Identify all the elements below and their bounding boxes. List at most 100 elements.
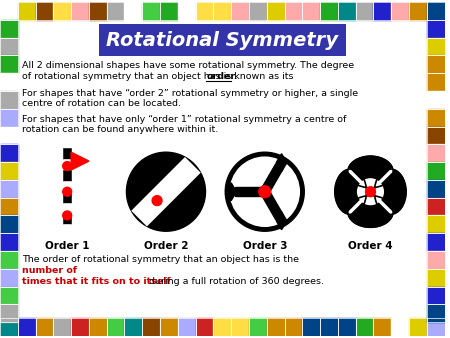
Text: For shapes that have only “order 1” rotational symmetry a centre of
rotation can: For shapes that have only “order 1” rota… xyxy=(22,115,346,134)
Bar xyxy=(0,287,18,304)
Bar xyxy=(427,109,445,126)
Bar xyxy=(196,2,213,20)
Circle shape xyxy=(365,187,375,197)
Bar xyxy=(302,2,320,20)
Text: number of: number of xyxy=(22,266,77,275)
Bar xyxy=(427,233,445,251)
Bar xyxy=(427,269,445,287)
Circle shape xyxy=(63,211,72,220)
Bar xyxy=(0,162,18,180)
Bar xyxy=(213,318,231,336)
Bar xyxy=(89,318,107,336)
Bar xyxy=(302,2,320,20)
Bar xyxy=(89,318,107,336)
Bar xyxy=(427,251,445,269)
Bar xyxy=(267,2,284,20)
Bar xyxy=(391,2,409,20)
Ellipse shape xyxy=(348,196,393,227)
Bar xyxy=(142,318,160,336)
Bar xyxy=(0,269,18,287)
Bar xyxy=(0,91,18,109)
Text: Rotational Symmetry: Rotational Symmetry xyxy=(106,30,338,50)
Ellipse shape xyxy=(374,169,406,214)
Bar xyxy=(427,198,445,215)
Bar xyxy=(54,2,71,20)
Bar xyxy=(231,2,249,20)
Bar xyxy=(231,318,249,336)
Polygon shape xyxy=(262,191,284,220)
Bar xyxy=(409,318,427,336)
Polygon shape xyxy=(235,187,263,196)
Bar xyxy=(356,318,373,336)
Bar xyxy=(427,304,445,322)
Circle shape xyxy=(63,162,72,170)
Bar xyxy=(178,318,196,336)
Circle shape xyxy=(230,157,299,226)
Bar xyxy=(196,318,213,336)
Bar xyxy=(0,233,18,251)
Bar xyxy=(89,2,107,20)
Bar xyxy=(320,318,338,336)
Bar xyxy=(427,91,445,109)
Bar xyxy=(338,2,356,20)
Text: Order 1: Order 1 xyxy=(45,241,90,251)
Bar xyxy=(0,38,18,55)
Bar xyxy=(427,287,445,304)
Bar xyxy=(427,215,445,233)
Bar xyxy=(391,318,409,336)
Bar xyxy=(0,73,18,91)
Bar xyxy=(249,2,267,20)
Bar xyxy=(427,287,445,304)
Bar xyxy=(213,2,231,20)
Bar xyxy=(427,180,445,198)
Bar xyxy=(0,2,18,20)
FancyBboxPatch shape xyxy=(99,24,346,56)
Circle shape xyxy=(259,186,271,198)
Bar xyxy=(231,2,249,20)
Bar xyxy=(249,2,267,20)
Bar xyxy=(356,2,373,20)
Bar xyxy=(0,55,18,73)
Bar xyxy=(54,2,71,20)
Bar xyxy=(0,162,18,180)
Circle shape xyxy=(63,187,72,196)
Bar xyxy=(427,55,445,73)
Bar xyxy=(178,318,196,336)
Polygon shape xyxy=(71,152,89,170)
Bar xyxy=(302,318,320,336)
Bar xyxy=(427,55,445,73)
Polygon shape xyxy=(276,154,287,171)
Bar xyxy=(63,170,71,181)
Bar xyxy=(142,2,160,20)
Bar xyxy=(160,318,178,336)
Bar xyxy=(107,318,125,336)
Bar xyxy=(0,318,18,336)
Bar xyxy=(231,318,249,336)
Bar xyxy=(284,2,302,20)
Bar xyxy=(36,318,54,336)
Bar xyxy=(63,181,71,192)
Text: Order 3: Order 3 xyxy=(243,241,287,251)
Bar xyxy=(125,318,142,336)
Bar xyxy=(63,159,71,170)
Text: For shapes that have “order 2” rotational symmetry or higher, a single
centre of: For shapes that have “order 2” rotationa… xyxy=(22,89,358,108)
Bar xyxy=(0,318,18,336)
Bar xyxy=(302,318,320,336)
Polygon shape xyxy=(262,164,284,192)
Bar xyxy=(427,215,445,233)
Bar xyxy=(0,126,18,144)
Bar xyxy=(427,269,445,287)
Bar xyxy=(107,2,125,20)
Bar xyxy=(427,91,445,109)
Circle shape xyxy=(152,196,162,206)
Bar xyxy=(63,214,71,224)
Bar xyxy=(36,2,54,20)
Bar xyxy=(427,144,445,162)
Bar xyxy=(0,198,18,215)
Bar xyxy=(0,126,18,144)
Bar xyxy=(196,318,213,336)
Bar xyxy=(409,318,427,336)
Bar xyxy=(374,2,391,20)
Bar xyxy=(391,2,409,20)
Bar xyxy=(427,126,445,144)
